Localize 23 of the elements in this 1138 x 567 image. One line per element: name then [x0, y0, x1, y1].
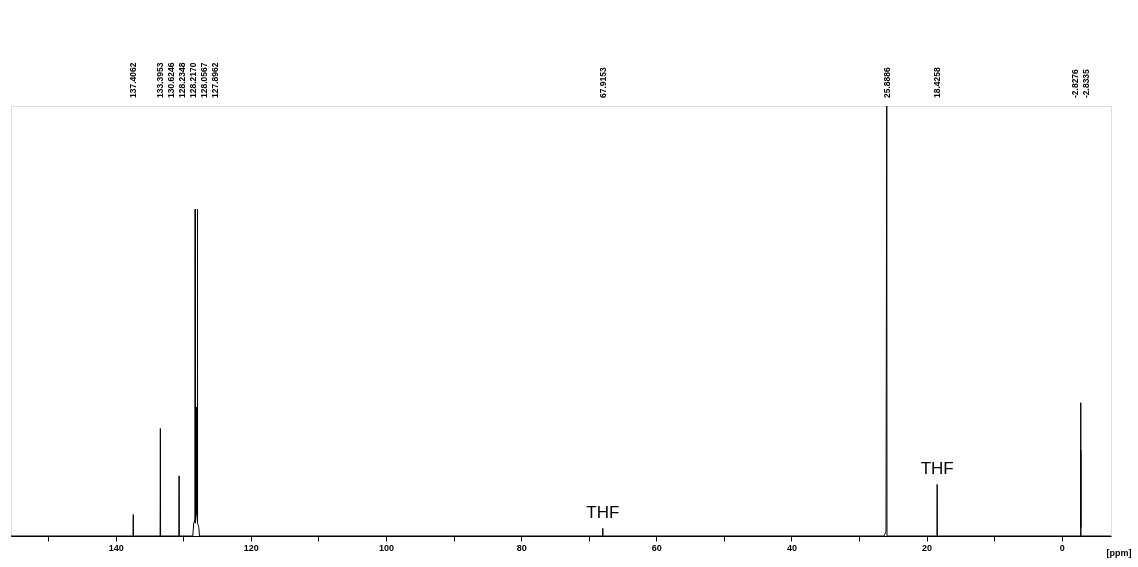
x-tick-label: 40 [786, 542, 797, 553]
annotation: THF [920, 459, 954, 479]
text: 128.0567 [198, 62, 209, 98]
text: 25.8886 [881, 67, 892, 98]
x-tick-label: 20 [922, 542, 933, 553]
x-tick-label: 100 [378, 542, 395, 553]
x-axis-title: [ppm] [1106, 547, 1132, 558]
text: -2.8276 [1070, 68, 1081, 98]
text: -2.8335 [1081, 68, 1092, 98]
x-tick-label: 120 [243, 542, 259, 553]
text: 130.6246 [165, 62, 176, 98]
text: 133.3953 [154, 62, 165, 98]
text: 128.2348 [176, 62, 187, 98]
text: 137.4062 [128, 62, 139, 98]
text: 127.8962 [209, 62, 220, 98]
x-tick-label: 80 [516, 542, 527, 553]
x-tick-label: 0 [1059, 542, 1065, 553]
x-tick-label: 140 [108, 542, 124, 553]
text: 67.9153 [597, 67, 608, 98]
text: 128.2170 [187, 62, 198, 98]
x-tick-label: 60 [651, 542, 662, 553]
text: 18.4258 [932, 67, 943, 98]
annotation: THF [586, 503, 620, 523]
